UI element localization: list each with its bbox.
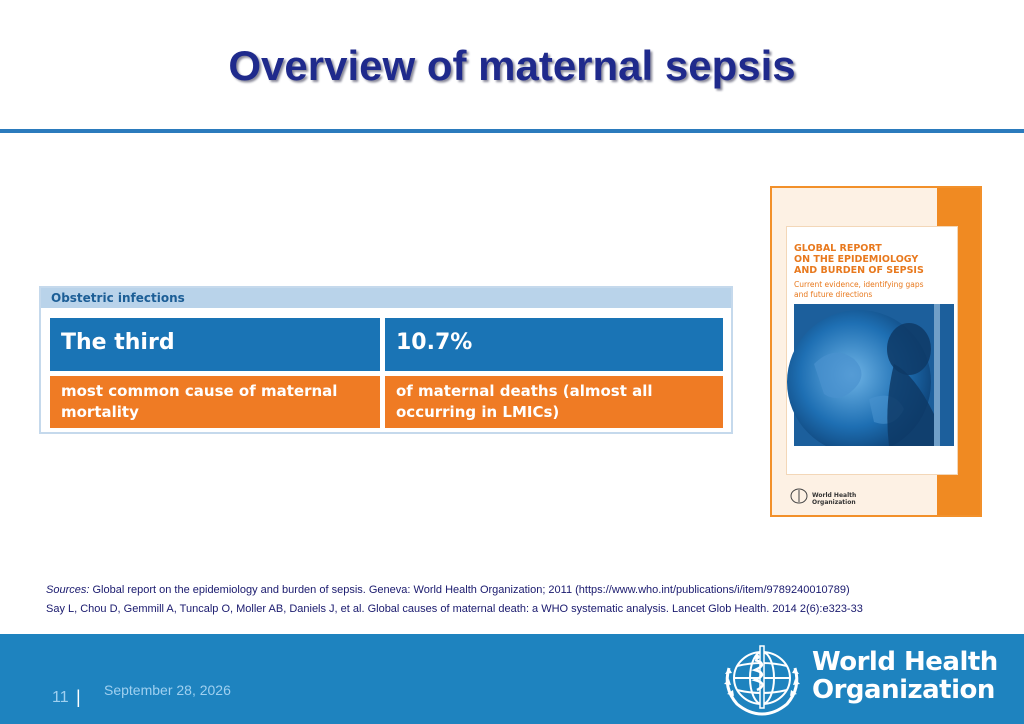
- cover-title-line1: GLOBAL REPORT: [794, 243, 882, 254]
- sources-citation: Sources: Global report on the epidemiolo…: [46, 584, 850, 596]
- slide-date: September 28, 2026: [104, 682, 231, 698]
- stat2-description-line1: of maternal deaths (almost all: [396, 382, 653, 400]
- sources-text: Global report on the epidemiology and bu…: [89, 584, 850, 596]
- cover-logo-text: World Health Organization: [812, 492, 856, 506]
- report-cover-image: GLOBAL REPORT ON THE EPIDEMIOLOGY AND BU…: [770, 186, 982, 517]
- page-separator: |: [76, 687, 81, 707]
- who-wordmark-line1: World Health: [812, 647, 998, 677]
- cover-title: GLOBAL REPORT ON THE EPIDEMIOLOGY AND BU…: [794, 243, 964, 276]
- stat1-description-line1: most common cause of maternal: [61, 382, 338, 400]
- who-wordmark-line2: Organization: [812, 675, 995, 705]
- cover-subtitle-line1: Current evidence, identifying gaps: [794, 280, 924, 289]
- slide-title: Overview of maternal sepsis: [228, 42, 796, 89]
- stat2-headline: 10.7%: [385, 318, 723, 371]
- reference-citation: Say L, Chou D, Gemmill A, Tuncalp O, Mol…: [46, 603, 863, 615]
- cover-title-line2: ON THE EPIDEMIOLOGY: [794, 254, 919, 265]
- stat2-description-line2: occurring in LMICs): [396, 403, 560, 421]
- cover-title-line3: AND BURDEN OF SEPSIS: [794, 265, 924, 276]
- stat1-description-line2: mortality: [61, 403, 139, 421]
- cover-logo-text-line1: World Health: [812, 492, 857, 499]
- stat1-description: most common cause of maternal mortality: [50, 376, 380, 428]
- globe-photo-icon: [787, 304, 954, 446]
- cover-who-emblem-icon: [790, 488, 808, 504]
- cover-logo-text-line2: Organization: [812, 499, 856, 506]
- obstetric-infections-infobox: Obstetric infections The third 10.7% mos…: [39, 286, 733, 434]
- stat1-headline: The third: [50, 318, 380, 371]
- footer-bar: 11 | September 28, 2026 World Health Org…: [0, 634, 1024, 724]
- title-divider: [0, 129, 1024, 133]
- who-emblem-icon: [724, 645, 800, 716]
- cover-subtitle-line2: and future directions: [794, 289, 873, 299]
- cover-subtitle: Current evidence, identifying gaps and f…: [794, 280, 964, 299]
- page-number: 11: [52, 689, 69, 706]
- stat2-description: of maternal deaths (almost all occurring…: [385, 376, 723, 428]
- who-wordmark: World Health Organization: [812, 648, 998, 704]
- infobox-header: Obstetric infections: [41, 288, 731, 308]
- sources-label: Sources:: [46, 584, 90, 596]
